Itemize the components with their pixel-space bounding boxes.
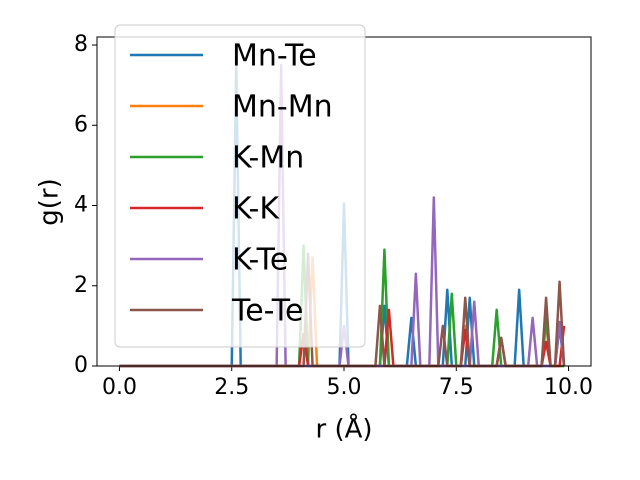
legend-label: K-Mn: [232, 141, 304, 176]
x-tick-label: 5.0: [327, 375, 362, 400]
y-tick-label: 4: [74, 193, 88, 218]
y-tick-label: 8: [74, 32, 88, 57]
x-axis-label: r (Å): [315, 413, 372, 445]
y-tick-label: 6: [74, 112, 88, 137]
x-tick-label: 0.0: [102, 375, 137, 400]
legend-label: Mn-Mn: [232, 90, 333, 125]
legend-label: K-Te: [232, 243, 288, 278]
x-tick-label: 2.5: [214, 375, 249, 400]
legend-label: K-K: [232, 192, 280, 227]
legend-label: Mn-Te: [232, 39, 317, 74]
y-tick-label: 0: [74, 353, 88, 378]
legend: Mn-Te Mn-Mn K-Mn K-K K-Te Te-Te: [114, 24, 366, 348]
x-tick-label: 7.5: [439, 375, 474, 400]
y-tick-label: 2: [74, 273, 88, 298]
y-axis-label: g(r): [35, 178, 65, 225]
legend-label: Te-Te: [231, 294, 303, 329]
x-tick-label: 10.0: [544, 375, 593, 400]
